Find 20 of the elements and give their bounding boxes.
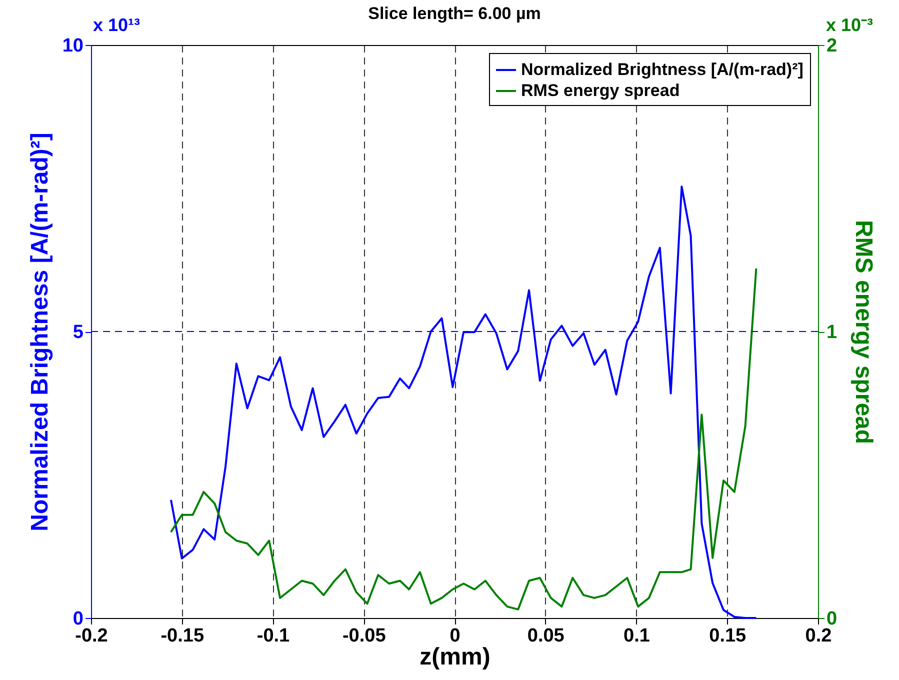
x-tick-label: -0.1	[256, 626, 290, 646]
x-tick-label: 0.1	[624, 626, 650, 646]
x-tick-label: -0.15	[160, 626, 204, 646]
y-tick-label: 10	[62, 36, 84, 56]
y2-tick-label: 2	[826, 36, 838, 56]
line-series	[170, 267, 758, 610]
legend-label: RMS energy spread	[521, 81, 680, 100]
legend-label: Normalized Brightness [A/(m-rad)²]	[521, 60, 804, 79]
text: x 10¹³	[93, 15, 140, 35]
chart-title: Slice length= 6.00 µm	[368, 4, 541, 23]
text: x 10⁻³	[826, 15, 874, 35]
y-axis-title: Normalized Brightness [A/(m-rad)²]	[26, 132, 54, 532]
y-tick-label: 5	[72, 322, 84, 343]
x-tick-label: 0.05	[527, 626, 565, 646]
x-axis-title: z(mm)	[420, 644, 490, 670]
y2-tick-label: 1	[826, 322, 838, 343]
x-tick-label: 0	[450, 626, 460, 646]
x-tick-label: -0.05	[342, 626, 386, 646]
y2-axis-title: RMS energy spread	[850, 220, 878, 444]
x-tick-label: 0.15	[709, 626, 747, 646]
